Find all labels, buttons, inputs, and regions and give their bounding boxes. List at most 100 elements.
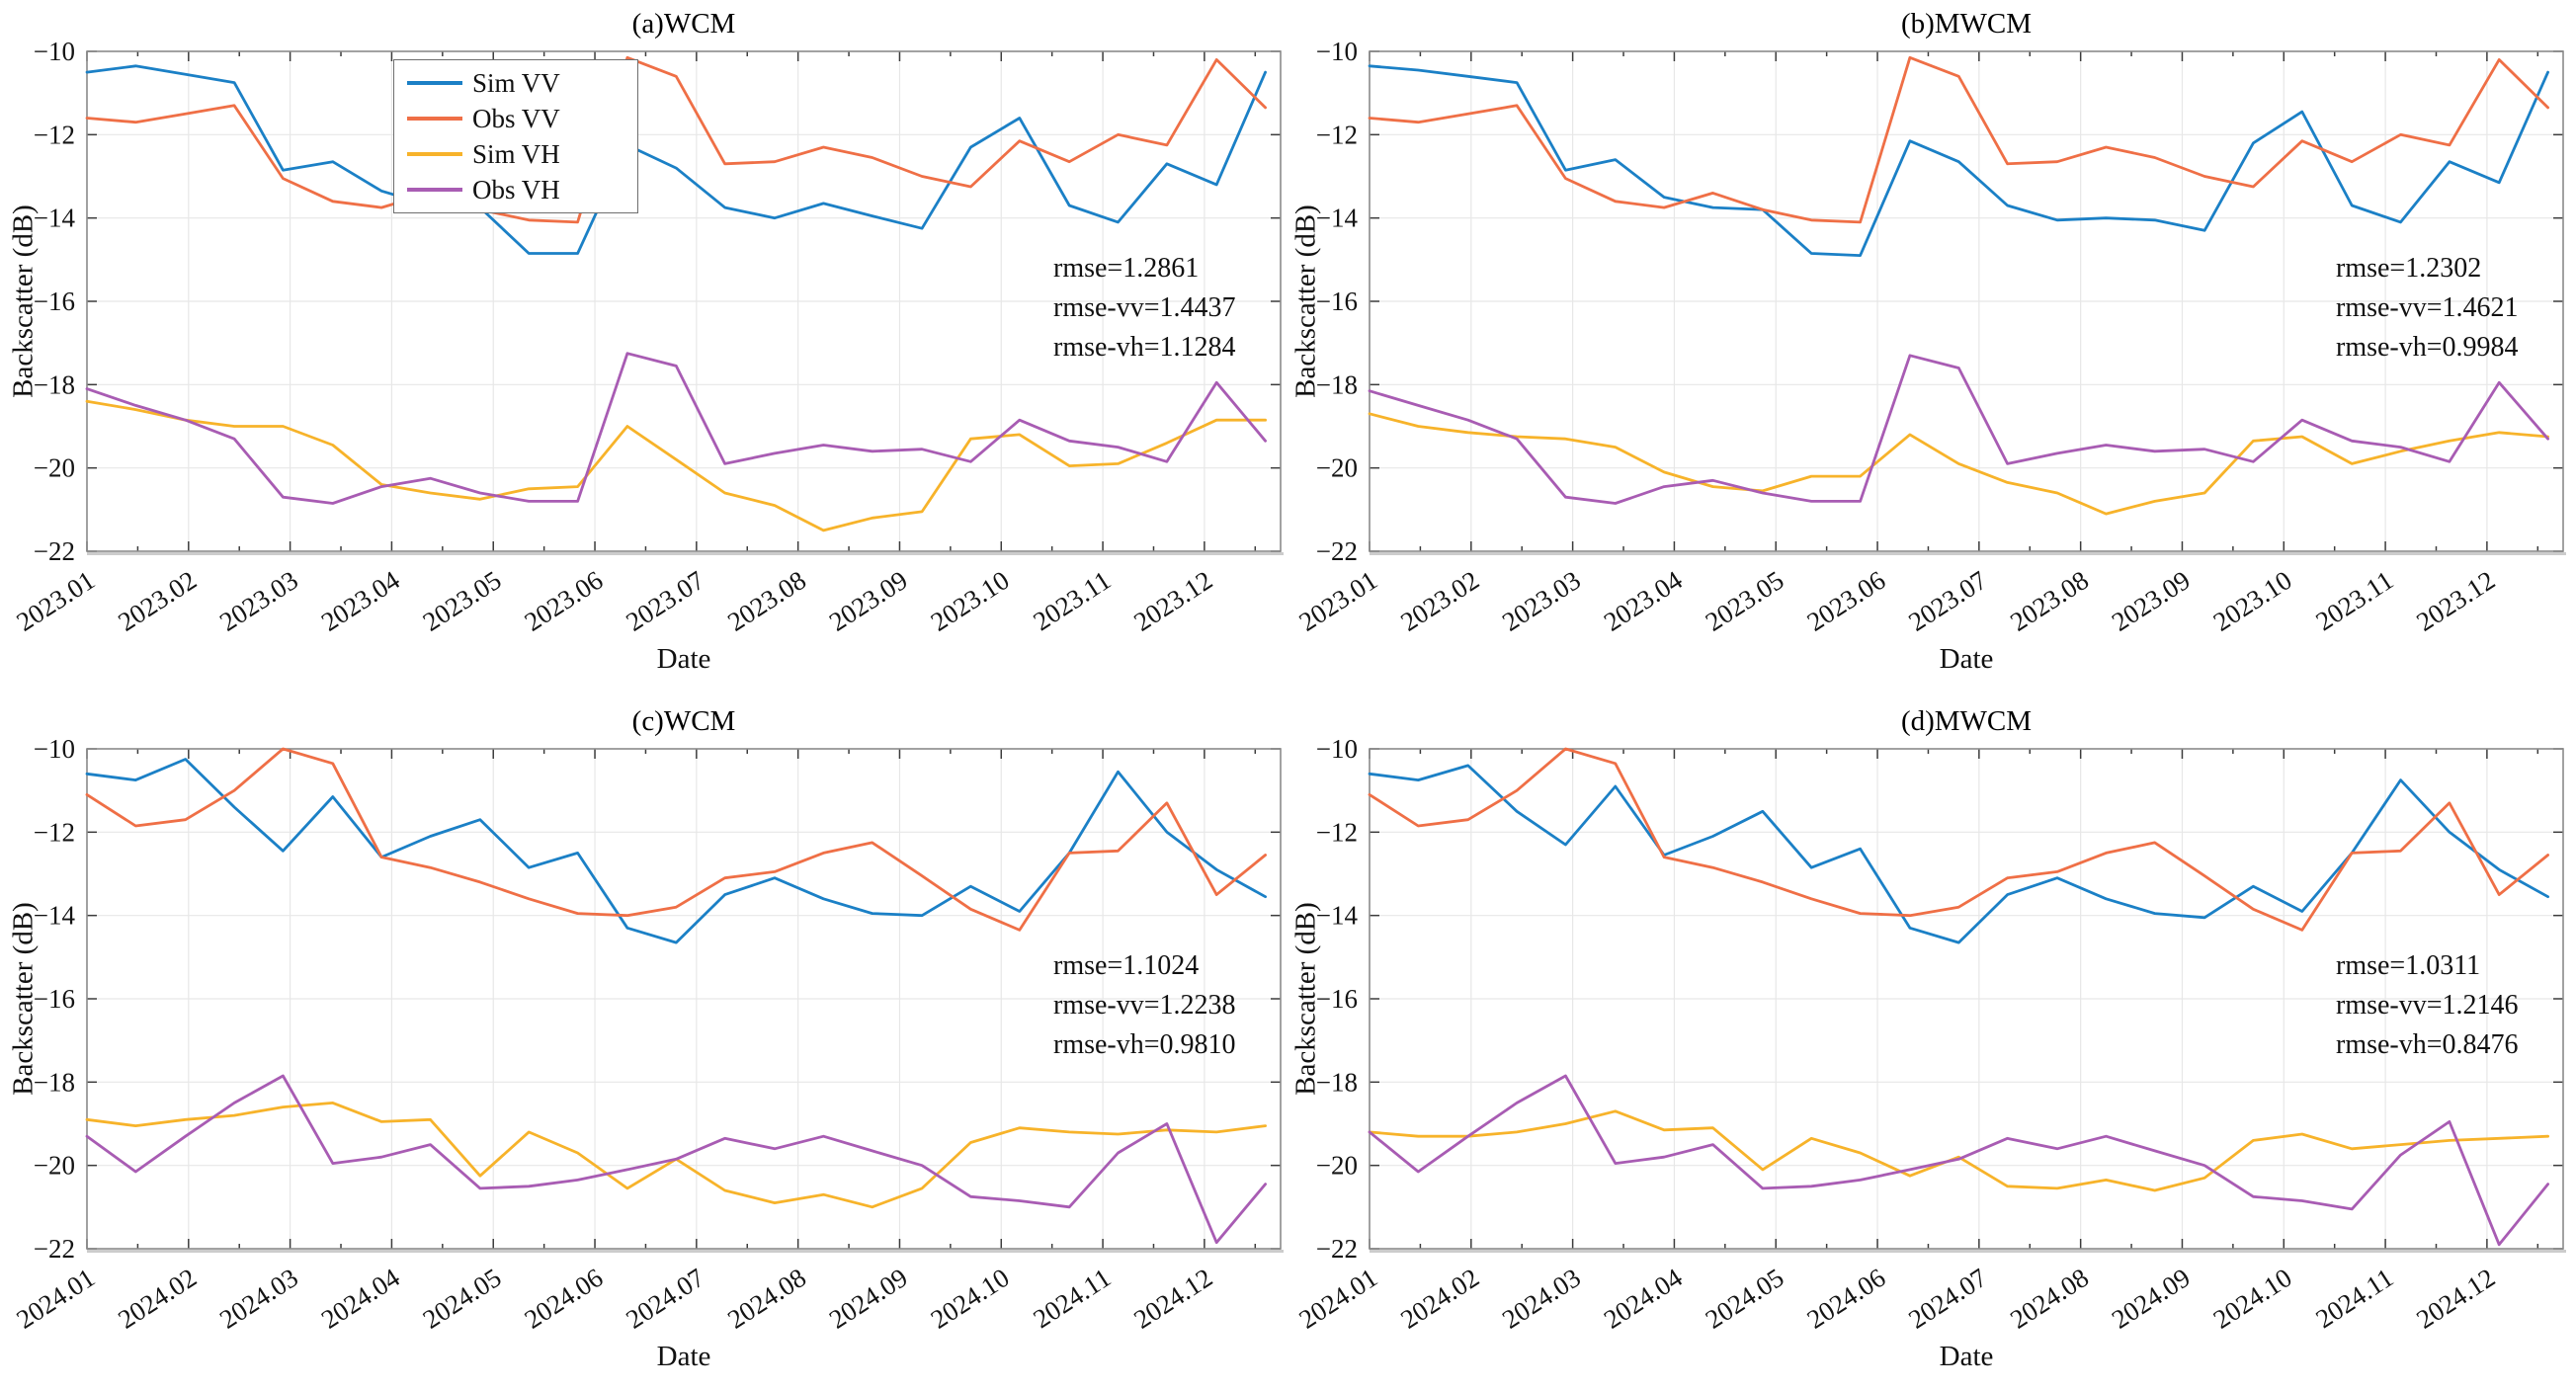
rmse-total: rmse=1.2302	[2336, 253, 2482, 284]
svg-text:−12: −12	[1316, 120, 1358, 149]
svg-text:2023.04: 2023.04	[316, 565, 405, 637]
panel-title: (c)WCM	[631, 705, 736, 737]
svg-text:2024.06: 2024.06	[1801, 1263, 1890, 1335]
obs-vh-line	[85, 352, 1267, 505]
y-axis-label: Backscatter (dB)	[7, 204, 40, 398]
svg-text:−10: −10	[34, 37, 75, 66]
svg-text:−14: −14	[34, 204, 76, 233]
grid-lines	[87, 51, 1281, 551]
legend-item-sim-vh: Sim VH	[394, 136, 637, 172]
panel-a-wcm-2023: −10 −12 −14 −16 −18 −20 −22 2023.01 2023.02 2023.…	[8, 6, 1286, 693]
panel-title: (b)MWCM	[1900, 8, 2033, 40]
svg-text:2024.10: 2024.10	[926, 1263, 1015, 1335]
legend-label: Obs VH	[472, 174, 560, 204]
legend-item-obs-vh: Obs VH	[394, 172, 637, 207]
svg-text:−18: −18	[1316, 369, 1358, 399]
svg-text:−22: −22	[34, 536, 75, 566]
panel-title: (d)MWCM	[1900, 705, 2033, 737]
svg-text:2023.07: 2023.07	[1903, 565, 1992, 637]
svg-text:2023.02: 2023.02	[1395, 565, 1484, 637]
x-tick-labels: 2023.01 2023.02 2023.03 2023.04 2023.05 2023.…	[1293, 565, 2500, 637]
svg-text:2023.05: 2023.05	[1701, 565, 1789, 637]
svg-text:2024.04: 2024.04	[316, 1263, 405, 1335]
svg-text:2023.12: 2023.12	[2411, 565, 2500, 637]
obs-vv-line	[1368, 747, 2549, 932]
x-axis-label: Date	[656, 643, 711, 675]
svg-text:2023.10: 2023.10	[2208, 565, 2297, 637]
svg-text:−22: −22	[1316, 1234, 1358, 1264]
sim-vv-line	[1368, 64, 2549, 258]
svg-text:2023.11: 2023.11	[1028, 565, 1116, 636]
svg-text:2023.03: 2023.03	[1497, 565, 1586, 637]
svg-text:−20: −20	[1316, 1151, 1358, 1181]
svg-text:2023.08: 2023.08	[722, 565, 811, 637]
svg-text:2024.05: 2024.05	[1701, 1263, 1789, 1335]
svg-text:−10: −10	[1316, 37, 1358, 66]
obs-vh-line-sample	[407, 188, 462, 192]
obs-vv-line	[85, 747, 1267, 932]
rmse-total: rmse=1.2861	[1053, 253, 1200, 284]
rmse-total: rmse=1.0311	[2336, 950, 2481, 981]
obs-vv-line	[1368, 55, 2549, 224]
svg-text:−20: −20	[34, 1151, 75, 1181]
rmse-vh: rmse-vh=0.8476	[2336, 1029, 2519, 1060]
svg-text:2024.09: 2024.09	[2107, 1263, 2196, 1335]
rmse-vv: rmse-vv=1.2146	[2336, 990, 2519, 1021]
y-axis-label: Backscatter (dB)	[7, 902, 40, 1096]
sim-vh-line-sample	[407, 152, 462, 156]
svg-text:−14: −14	[34, 901, 76, 931]
obs-vh-line	[1368, 1074, 2549, 1247]
svg-text:2024.12: 2024.12	[1128, 1263, 1217, 1335]
svg-text:−20: −20	[1316, 453, 1358, 483]
svg-text:2024.03: 2024.03	[1497, 1263, 1586, 1335]
svg-text:−14: −14	[1316, 901, 1359, 931]
svg-text:2024.08: 2024.08	[2005, 1263, 2094, 1335]
svg-text:−14: −14	[1316, 204, 1359, 233]
svg-text:2023.11: 2023.11	[2310, 565, 2398, 636]
legend: Sim VV Obs VV Sim VH Obs VH	[393, 59, 638, 213]
panel-c-wcm-2024: −10 −12 −14 −16 −18 −20 −22 2024.01 2024.02 2024.…	[8, 703, 1286, 1390]
y-tick-labels: −10 −12 −14 −16 −18 −20 −22	[1316, 734, 1359, 1264]
svg-text:2024.05: 2024.05	[418, 1263, 507, 1335]
plot-box	[86, 50, 1282, 552]
rmse-vv: rmse-vv=1.2238	[1053, 990, 1236, 1021]
obs-vh-line	[85, 1074, 1267, 1245]
grid-lines	[87, 749, 1281, 1249]
y-tick-labels: −10 −12 −14 −16 −18 −20 −22	[1316, 37, 1359, 566]
svg-text:−16: −16	[1316, 286, 1358, 316]
sim-vv-line-sample	[407, 81, 462, 85]
rmse-annotation: rmse=1.2302 rmse-vv=1.4621 rmse-vh=0.998…	[2336, 249, 2519, 368]
rmse-total: rmse=1.1024	[1053, 950, 1200, 981]
svg-text:−12: −12	[1316, 817, 1358, 847]
svg-text:2023.01: 2023.01	[1293, 565, 1382, 637]
svg-text:2024.10: 2024.10	[2208, 1263, 2297, 1335]
rmse-vv: rmse-vv=1.4437	[1053, 292, 1236, 323]
x-axis-label: Date	[656, 1341, 711, 1372]
svg-text:2024.03: 2024.03	[214, 1263, 303, 1335]
rmse-vv: rmse-vv=1.4621	[2336, 292, 2519, 323]
svg-text:2024.11: 2024.11	[1028, 1263, 1116, 1334]
svg-text:2023.10: 2023.10	[926, 565, 1015, 637]
grid-lines	[1370, 51, 2563, 551]
x-axis-label: Date	[1939, 1341, 1994, 1372]
svg-text:2024.07: 2024.07	[621, 1263, 709, 1335]
x-tick-labels: 2024.01 2024.02 2024.03 2024.04 2024.05 2024.…	[11, 1263, 1217, 1335]
sim-vh-line	[85, 399, 1267, 532]
plot-box	[1369, 748, 2564, 1250]
svg-text:2023.05: 2023.05	[418, 565, 507, 637]
y-axis-label: Backscatter (dB)	[1289, 902, 1322, 1096]
x-axis-label: Date	[1939, 643, 1994, 675]
x-tick-labels: 2024.01 2024.02 2024.03 2024.04 2024.05 2024.…	[1293, 1263, 2500, 1335]
svg-text:2024.02: 2024.02	[1395, 1263, 1484, 1335]
sim-vh-line	[85, 1101, 1267, 1209]
svg-text:−22: −22	[1316, 536, 1358, 566]
rmse-vh: rmse-vh=1.1284	[1053, 332, 1236, 363]
svg-text:2023.09: 2023.09	[2107, 565, 2196, 637]
svg-text:2024.08: 2024.08	[722, 1263, 811, 1335]
svg-text:2024.01: 2024.01	[11, 1263, 100, 1335]
svg-text:−12: −12	[34, 120, 75, 149]
